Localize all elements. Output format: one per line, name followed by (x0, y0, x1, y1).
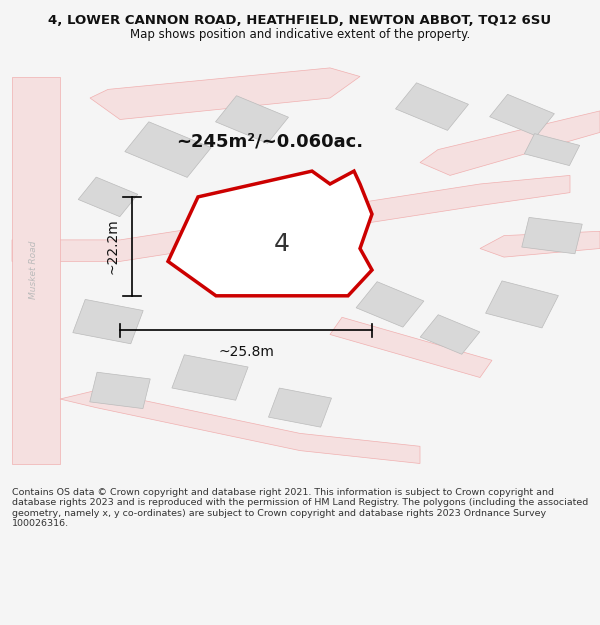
Polygon shape (172, 355, 248, 400)
Polygon shape (78, 177, 138, 217)
Polygon shape (420, 111, 600, 176)
Polygon shape (420, 315, 480, 354)
Text: Map shows position and indicative extent of the property.: Map shows position and indicative extent… (130, 28, 470, 41)
Text: Lower Cannon Road: Lower Cannon Road (239, 202, 337, 226)
Polygon shape (480, 231, 600, 257)
Polygon shape (60, 391, 420, 464)
Polygon shape (522, 217, 582, 254)
Polygon shape (268, 388, 332, 427)
Text: ~22.2m: ~22.2m (106, 219, 120, 274)
Polygon shape (215, 96, 289, 143)
Polygon shape (168, 171, 372, 296)
Text: ~245m²/~0.060ac.: ~245m²/~0.060ac. (176, 132, 364, 150)
Polygon shape (524, 134, 580, 166)
Polygon shape (12, 76, 60, 464)
Polygon shape (395, 83, 469, 131)
Polygon shape (485, 281, 559, 328)
Text: Contains OS data © Crown copyright and database right 2021. This information is : Contains OS data © Crown copyright and d… (12, 488, 588, 528)
Polygon shape (490, 94, 554, 136)
Polygon shape (73, 299, 143, 344)
Text: Musket Road: Musket Road (29, 241, 37, 299)
Polygon shape (356, 282, 424, 327)
Text: 4, LOWER CANNON ROAD, HEATHFIELD, NEWTON ABBOT, TQ12 6SU: 4, LOWER CANNON ROAD, HEATHFIELD, NEWTON… (49, 14, 551, 27)
Polygon shape (90, 372, 150, 409)
Polygon shape (125, 122, 211, 177)
Polygon shape (12, 176, 570, 261)
Polygon shape (330, 318, 492, 378)
Polygon shape (90, 68, 360, 119)
Text: ~25.8m: ~25.8m (218, 345, 274, 359)
Text: 4: 4 (274, 232, 290, 256)
